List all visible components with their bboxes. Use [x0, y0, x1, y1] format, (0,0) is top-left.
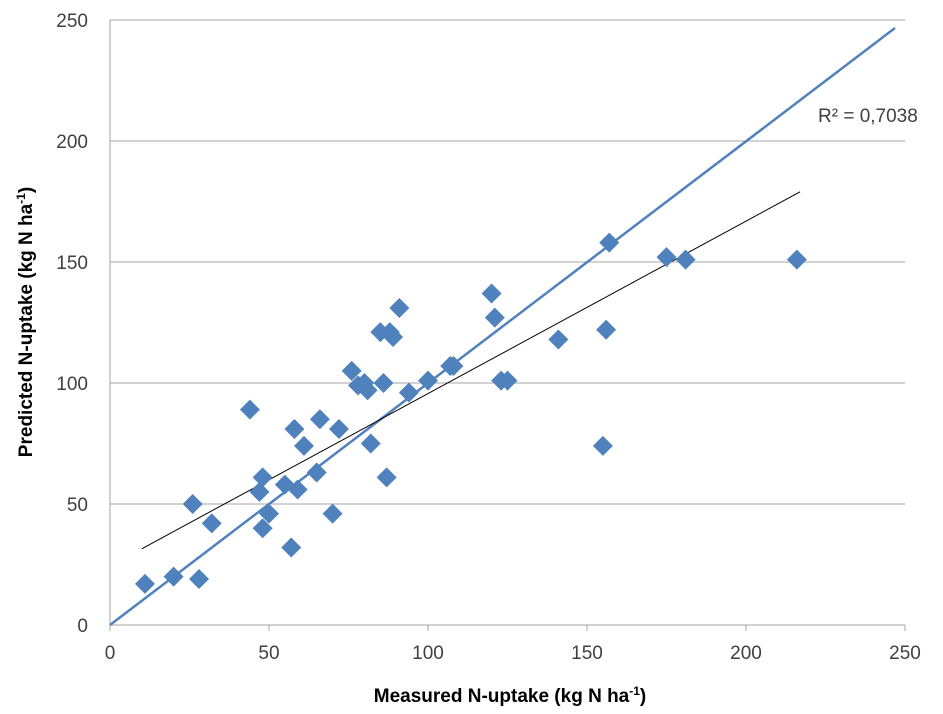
- y-tick-label: 200: [56, 132, 88, 153]
- data-point: [201, 513, 222, 534]
- x-tick-label: 200: [730, 643, 762, 664]
- y-tick-labels: 0 50 100 150 200 250: [56, 11, 88, 637]
- data-point: [284, 418, 305, 439]
- r-squared-annotation: R² = 0,7038: [818, 106, 918, 127]
- data-point: [360, 433, 381, 454]
- data-point: [163, 566, 184, 587]
- y-tick-label: 150: [56, 253, 88, 274]
- data-point: [398, 382, 419, 403]
- data-point: [481, 283, 502, 304]
- y-axis-title: Predicted N-uptake (kg N ha-1): [14, 187, 37, 457]
- x-tick-labels: 0 50 100 150 200 250: [105, 643, 921, 664]
- data-point: [357, 380, 378, 401]
- y-tick-label: 100: [56, 374, 88, 395]
- x-axis-title: Measured N-uptake (kg N ha-1): [374, 684, 647, 707]
- data-point: [189, 569, 210, 590]
- data-point: [786, 249, 807, 270]
- data-point: [383, 327, 404, 348]
- data-point: [309, 409, 330, 430]
- data-point: [249, 481, 270, 502]
- x-tick-label: 150: [571, 643, 603, 664]
- trend-line: [141, 191, 801, 550]
- data-point: [443, 356, 464, 377]
- data-point: [548, 329, 569, 350]
- data-points: [134, 232, 807, 594]
- x-tick-label: 100: [412, 643, 444, 664]
- data-point: [389, 297, 410, 318]
- data-point: [341, 360, 362, 381]
- data-point: [252, 467, 273, 488]
- data-point: [322, 503, 343, 524]
- data-point: [675, 249, 696, 270]
- data-point: [418, 370, 438, 391]
- data-point: [259, 503, 279, 524]
- x-tick-label: 0: [105, 643, 116, 664]
- data-point: [376, 467, 397, 488]
- data-point: [134, 573, 155, 594]
- data-point: [293, 435, 314, 456]
- data-point: [306, 462, 327, 483]
- data-point: [239, 399, 260, 420]
- y-tick-label: 50: [67, 495, 88, 516]
- one-to-one-line: [109, 27, 896, 626]
- data-point: [252, 518, 273, 539]
- data-point: [497, 370, 518, 391]
- data-point: [182, 494, 203, 514]
- data-point: [281, 537, 302, 558]
- axes: [109, 20, 906, 631]
- data-point: [599, 232, 620, 253]
- data-point: [596, 319, 617, 340]
- x-tick-label: 250: [889, 643, 921, 664]
- data-point: [484, 307, 505, 328]
- data-point: [373, 373, 394, 393]
- gridlines: [110, 19, 905, 505]
- y-tick-label: 0: [77, 616, 88, 637]
- data-point: [592, 435, 613, 456]
- fit-lines: [109, 27, 896, 626]
- data-point: [287, 479, 308, 500]
- data-point: [656, 247, 677, 268]
- data-point: [328, 418, 349, 439]
- x-tick-label: 50: [258, 643, 279, 664]
- y-tick-label: 250: [56, 11, 88, 32]
